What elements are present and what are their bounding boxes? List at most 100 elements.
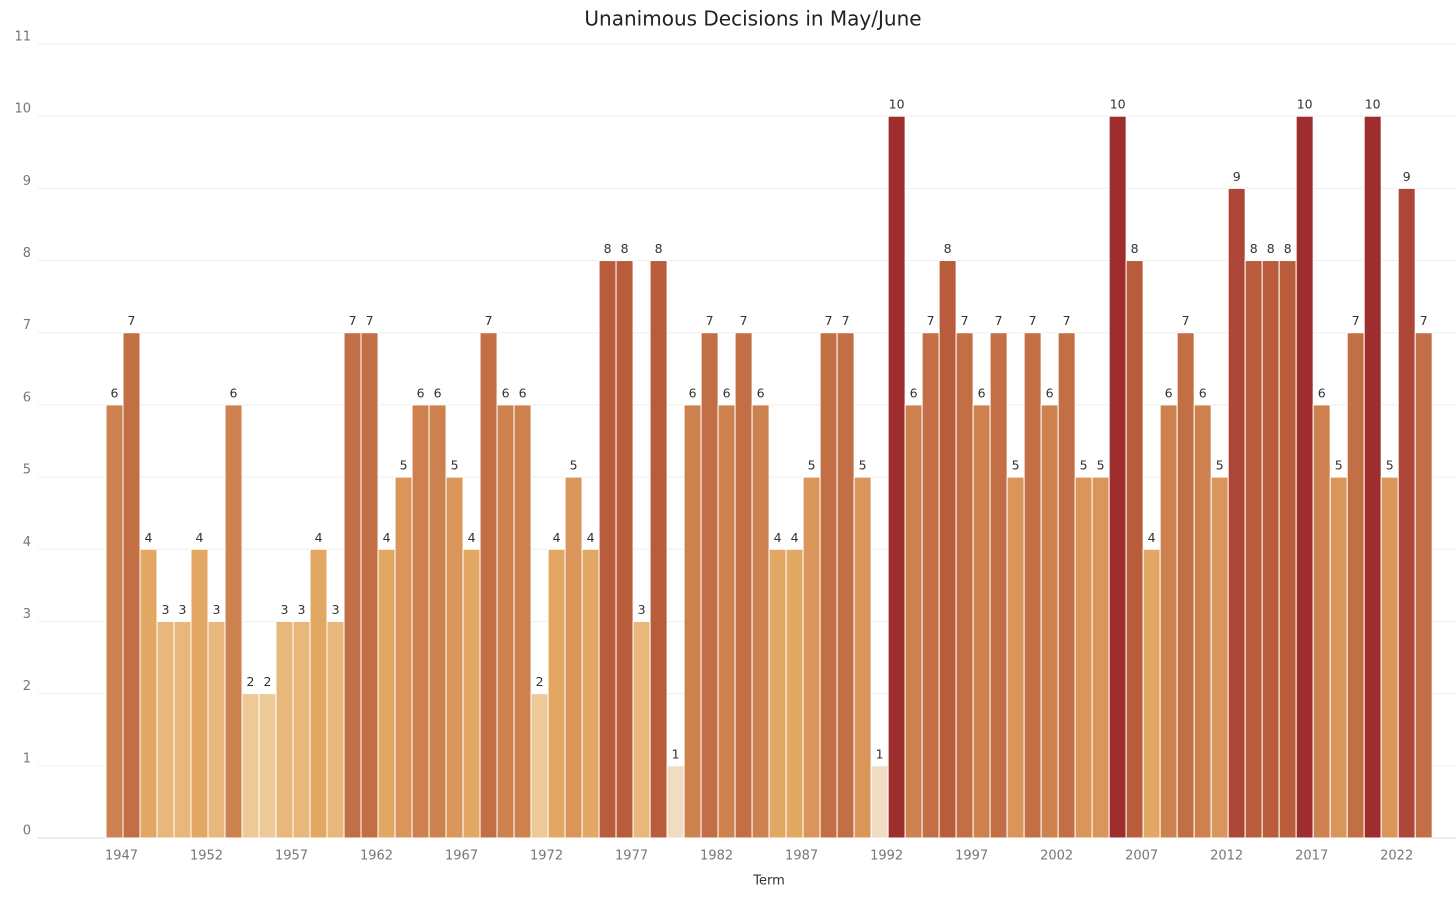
bar	[462, 548, 481, 839]
y-tick-label: 11	[14, 30, 31, 45]
bar	[853, 476, 872, 839]
bar	[581, 548, 600, 839]
value-label: 3	[638, 602, 646, 617]
value-label: 5	[570, 458, 578, 473]
bar	[1278, 260, 1297, 839]
value-label: 2	[264, 674, 272, 689]
bar	[700, 332, 719, 839]
value-label: 8	[655, 241, 663, 256]
value-label: 3	[179, 602, 187, 617]
value-label: 2	[536, 674, 544, 689]
bar	[496, 404, 515, 839]
bar	[428, 404, 447, 839]
bar	[292, 620, 311, 839]
value-label: 6	[910, 385, 918, 400]
bar	[173, 620, 192, 839]
x-tick-label: 2017	[1295, 849, 1328, 864]
value-label: 8	[621, 241, 629, 256]
x-tick-label: 1957	[275, 849, 308, 864]
bar	[1193, 404, 1212, 839]
value-label: 8	[1250, 241, 1258, 256]
value-label: 10	[1365, 97, 1381, 112]
bar	[1142, 548, 1161, 839]
value-label: 6	[502, 385, 510, 400]
value-label: 8	[604, 241, 612, 256]
bar	[1176, 332, 1195, 839]
value-label: 4	[587, 530, 595, 545]
value-label: 7	[128, 313, 136, 328]
value-label: 5	[1080, 458, 1088, 473]
bar	[666, 765, 685, 839]
bar	[547, 548, 566, 839]
bar	[1040, 404, 1059, 839]
value-label: 4	[196, 530, 204, 545]
bar	[615, 260, 634, 839]
value-label: 6	[689, 385, 697, 400]
x-tick-label: 1982	[700, 849, 733, 864]
value-label: 4	[145, 530, 153, 545]
value-label: 5	[1097, 458, 1105, 473]
value-label: 8	[944, 241, 952, 256]
value-label: 7	[1352, 313, 1360, 328]
value-label: 7	[349, 313, 357, 328]
bar	[530, 693, 549, 839]
bar	[836, 332, 855, 839]
bar	[445, 476, 464, 839]
bar	[1023, 332, 1042, 839]
value-label: 6	[723, 385, 731, 400]
value-label: 6	[978, 385, 986, 400]
bar	[139, 548, 158, 839]
bar	[989, 332, 1008, 839]
value-label: 7	[366, 313, 374, 328]
bar	[479, 332, 498, 839]
chart-title: Unanimous Decisions in May/June	[584, 7, 921, 31]
value-label: 6	[111, 385, 119, 400]
bar	[241, 693, 260, 839]
value-label: 5	[1386, 458, 1394, 473]
bar	[1125, 260, 1144, 839]
value-label: 4	[553, 530, 561, 545]
value-label: 7	[1182, 313, 1190, 328]
value-label: 7	[1063, 313, 1071, 328]
value-label: 4	[774, 530, 782, 545]
value-label: 1	[876, 746, 884, 761]
y-tick-label: 8	[23, 246, 31, 261]
x-tick-label: 1992	[870, 849, 903, 864]
value-label: 6	[434, 385, 442, 400]
bar	[1380, 476, 1399, 839]
value-label: 6	[1046, 385, 1054, 400]
value-label: 8	[1267, 241, 1275, 256]
bar	[394, 476, 413, 839]
x-tick-label: 1977	[615, 849, 648, 864]
bar	[513, 404, 532, 839]
value-label: 7	[927, 313, 935, 328]
bar	[309, 548, 328, 839]
value-label: 4	[315, 530, 323, 545]
value-label: 4	[791, 530, 799, 545]
bar	[122, 332, 141, 839]
value-label: 7	[1420, 313, 1428, 328]
value-label: 4	[383, 530, 391, 545]
x-tick-label: 1967	[445, 849, 478, 864]
bar	[411, 404, 430, 839]
bar	[1363, 115, 1382, 839]
value-label: 5	[400, 458, 408, 473]
bar	[734, 332, 753, 839]
value-label: 5	[451, 458, 459, 473]
value-label: 9	[1403, 169, 1411, 184]
value-label: 5	[808, 458, 816, 473]
bar	[377, 548, 396, 839]
value-label: 2	[247, 674, 255, 689]
x-tick-label: 1962	[360, 849, 393, 864]
value-label: 5	[1216, 458, 1224, 473]
value-label: 8	[1284, 241, 1292, 256]
value-label: 3	[298, 602, 306, 617]
bar	[564, 476, 583, 839]
value-label: 3	[281, 602, 289, 617]
bar	[649, 260, 668, 839]
value-label: 6	[1165, 385, 1173, 400]
y-tick-label: 9	[23, 174, 31, 189]
bar	[343, 332, 362, 839]
y-tick-label: 0	[23, 824, 31, 839]
